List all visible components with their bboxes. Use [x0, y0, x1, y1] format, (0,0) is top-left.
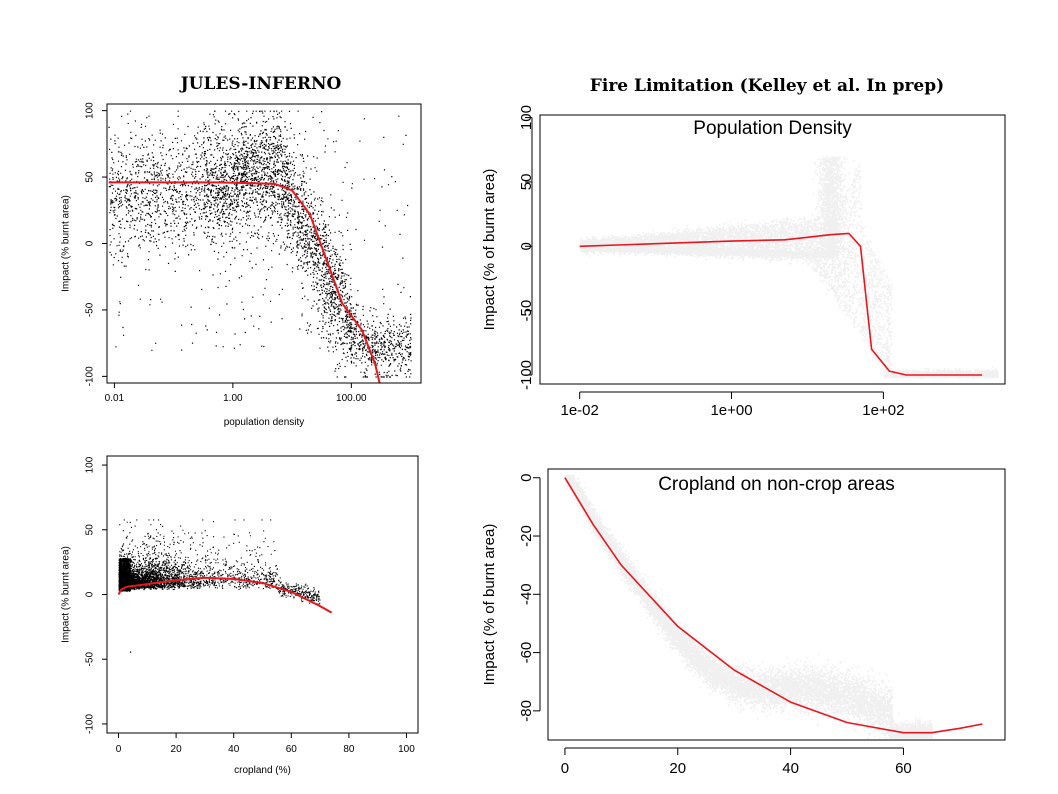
x-tick-label: 1e-02: [561, 402, 599, 419]
y-axis-label: Impact (% burnt area): [61, 195, 72, 292]
point-density: [579, 156, 999, 380]
y-axis-label: Impact (% of burnt area): [481, 524, 498, 686]
y-tick-label: 0: [518, 474, 535, 482]
x-tick-label: 100: [398, 744, 415, 755]
y-axis-label: Impact (% burnt area): [61, 546, 72, 643]
scatter-points-1: [108, 110, 412, 383]
panel-4: 0 20 40 60 -80 -60 -40 -20 0 Impact (% of burnt a…: [481, 468, 1006, 777]
y-tick-label: -100: [85, 713, 96, 733]
y-tick-label: 100: [85, 102, 96, 119]
y-tick-label: -50: [85, 302, 96, 317]
x-axis-label: population density: [224, 417, 305, 428]
x-tick-label: 60: [895, 760, 912, 777]
y-axis: -80 -60 -40 -20 0: [518, 474, 541, 722]
plot-frame: [106, 103, 422, 384]
right-column-title: Fire Limitation (Kelley et al. In prep): [589, 76, 945, 96]
point-cloud: [108, 110, 412, 378]
scatter-points-2: [579, 156, 999, 380]
y-tick-label: 50: [85, 171, 96, 183]
x-tick-label: 80: [343, 744, 355, 755]
panel-1: 0.01 1.00 100.00 -100 -50 0 50 100 population de…: [61, 102, 422, 428]
plot-frame: [547, 468, 1006, 741]
point-density: [564, 474, 934, 739]
x-tick-label: 1e+00: [710, 402, 752, 419]
y-tick-label: -20: [518, 525, 535, 547]
y-tick-label: -60: [518, 642, 535, 664]
fit-line: [564, 477, 983, 734]
x-tick-label: 0.01: [105, 393, 125, 404]
plot-frame: [106, 455, 419, 734]
y-axis: -100 -50 0 50 100: [518, 105, 535, 390]
plot-frame: [539, 114, 1006, 385]
y-tick-label: 100: [85, 456, 96, 473]
panel-2: 1e-02 1e+00 1e+02 -100 -50 0 50 100 Impact (% of…: [481, 105, 1006, 419]
x-tick-label: 60: [286, 744, 298, 755]
y-tick-label: 0: [518, 242, 535, 250]
y-axis-label: Impact (% of burnt area): [481, 169, 498, 331]
y-tick-label: -100: [85, 366, 96, 386]
y-tick-label: -40: [518, 583, 535, 605]
scatter-points-3: [117, 519, 333, 653]
panel-title: Population Density: [693, 118, 852, 139]
fit-line: [108, 181, 381, 383]
y-tick-label: -50: [518, 300, 535, 322]
y-axis: -100 -50 0 50 100: [85, 456, 108, 734]
fit-line: [117, 576, 333, 614]
y-tick-label: 100: [518, 105, 535, 130]
scatter-points-4: [564, 474, 983, 739]
x-axis: 0 20 40 60 80 100: [116, 732, 415, 755]
x-tick-label: 0: [116, 744, 122, 755]
left-column-title: JULES-INFERNO: [180, 74, 342, 94]
x-tick-label: 100.00: [336, 393, 367, 404]
y-tick-label: 50: [518, 174, 535, 191]
y-tick-label: 0: [85, 591, 96, 597]
x-tick-label: 20: [171, 744, 183, 755]
x-axis: 0 20 40 60: [561, 747, 912, 777]
x-axis: 0.01 1.00 100.00: [105, 382, 367, 404]
y-tick-label: -80: [518, 700, 535, 722]
y-tick-label: 50: [85, 524, 96, 536]
panel-title: Cropland on non-crop areas: [658, 474, 895, 495]
panel-3: 0 20 40 60 80 100 -100 -50 0 50 100 cropland (%) Imp…: [61, 455, 419, 776]
y-axis: -100 -50 0 50 100: [85, 102, 108, 386]
y-tick-label: -100: [518, 360, 535, 390]
x-tick-label: 40: [228, 744, 240, 755]
x-tick-label: 20: [669, 760, 686, 777]
y-tick-label: -50: [85, 652, 96, 667]
y-tick-label: 0: [85, 240, 96, 246]
x-axis-label: cropland (%): [234, 765, 291, 776]
fit-line: [579, 232, 983, 376]
x-tick-label: 1e+02: [862, 402, 904, 419]
x-tick-label: 0: [561, 760, 569, 777]
point-cloud: [118, 519, 321, 653]
x-tick-label: 1.00: [223, 393, 243, 404]
x-tick-label: 40: [782, 760, 799, 777]
x-axis: 1e-02 1e+00 1e+02: [561, 391, 904, 419]
